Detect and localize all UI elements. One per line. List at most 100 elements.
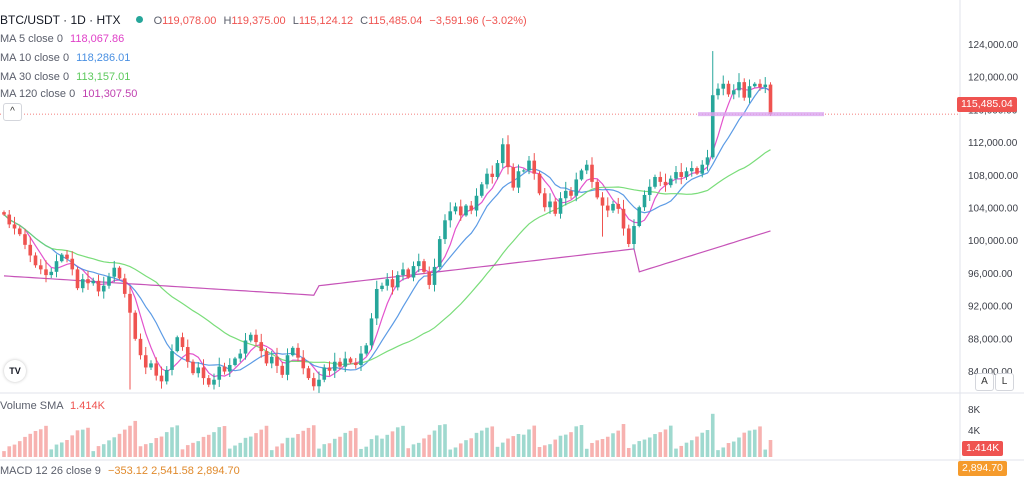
candle-body bbox=[448, 211, 453, 221]
indicator-label: MA 5 close 0 bbox=[0, 33, 63, 45]
volume-bar bbox=[689, 440, 694, 457]
candle-body bbox=[65, 254, 69, 259]
candle-body bbox=[2, 212, 6, 215]
volume-bar bbox=[175, 425, 180, 457]
volume-bar bbox=[122, 429, 127, 457]
volume-bar bbox=[427, 434, 432, 457]
volume-bar bbox=[590, 442, 594, 457]
candle-body bbox=[516, 171, 521, 188]
candle-body bbox=[23, 234, 27, 245]
candle-body bbox=[269, 356, 274, 364]
indicator-ma30[interactable]: MA 30 close 0 113,157.01 bbox=[0, 70, 130, 84]
volume-bar bbox=[479, 430, 484, 457]
volume-sma-tag: 1.414K bbox=[962, 441, 1004, 456]
candle-body bbox=[196, 367, 201, 374]
volume-bar bbox=[248, 436, 253, 457]
indicator-ma10[interactable]: MA 10 close 0 118,286.01 bbox=[0, 51, 130, 65]
close-label: C bbox=[360, 15, 369, 27]
candle-body bbox=[96, 280, 101, 292]
candle-body bbox=[406, 269, 411, 278]
volume-bar bbox=[59, 442, 64, 457]
candle-body bbox=[217, 366, 222, 380]
candle-body bbox=[101, 285, 106, 292]
candle-body bbox=[684, 171, 689, 177]
candle-body bbox=[427, 271, 432, 285]
volume-bar bbox=[653, 434, 657, 457]
candle-body bbox=[668, 178, 673, 186]
candle-body bbox=[343, 358, 348, 367]
volume-bar bbox=[301, 430, 306, 457]
candle-body bbox=[332, 361, 337, 371]
volume-bar bbox=[674, 448, 678, 457]
candle-body bbox=[70, 258, 75, 270]
candle-body bbox=[485, 173, 489, 185]
volume-bar bbox=[332, 438, 337, 457]
candle-body bbox=[301, 357, 306, 369]
close-value: 115,485.04 bbox=[368, 15, 423, 27]
volume-bar bbox=[621, 424, 626, 457]
volume-bar bbox=[374, 435, 379, 457]
candle-body bbox=[212, 379, 216, 385]
candle-body bbox=[679, 172, 684, 177]
auto-scale-button[interactable]: A bbox=[975, 373, 994, 391]
volume-bar bbox=[710, 413, 715, 457]
candle-body bbox=[159, 375, 164, 382]
candle-body bbox=[584, 164, 589, 171]
volume-bar bbox=[527, 429, 531, 457]
volume-bar bbox=[448, 449, 453, 457]
volume-bar bbox=[96, 446, 101, 457]
y-tick-label: 92,000.00 bbox=[968, 302, 1013, 313]
indicator-label: MA 120 close 0 bbox=[0, 88, 76, 100]
volume-bar bbox=[422, 438, 426, 457]
candle-body bbox=[369, 318, 374, 346]
volume-bar bbox=[521, 434, 526, 457]
candle-body bbox=[658, 176, 663, 182]
candle-body bbox=[143, 355, 148, 368]
candle-body bbox=[710, 95, 715, 158]
macd-legend[interactable]: MACD 12 26 close 9 −353.12 2,541.58 2,89… bbox=[0, 464, 240, 478]
y-tick-label: 112,000.00 bbox=[968, 138, 1018, 149]
volume-bar bbox=[306, 427, 311, 457]
candle-body bbox=[33, 255, 38, 266]
candle-body bbox=[49, 271, 54, 276]
collapse-legend-button[interactable]: ^ bbox=[3, 103, 22, 121]
volume-bar bbox=[553, 439, 558, 457]
highlight-bar bbox=[698, 112, 824, 117]
volume-bar bbox=[737, 437, 741, 457]
volume-bar bbox=[721, 447, 726, 457]
y-tick-label: 104,000.00 bbox=[968, 204, 1018, 215]
volume-bar bbox=[196, 441, 201, 457]
volume-bar bbox=[658, 432, 663, 457]
candle-body bbox=[437, 239, 442, 267]
candle-body bbox=[742, 82, 747, 98]
candle-body bbox=[285, 355, 290, 375]
volume-bar bbox=[453, 447, 458, 457]
candle-body bbox=[296, 347, 300, 358]
candle-body bbox=[275, 356, 279, 366]
volume-bar bbox=[584, 448, 589, 457]
candle-body bbox=[737, 82, 741, 91]
volume-bar bbox=[65, 440, 69, 457]
volume-bar bbox=[143, 444, 148, 457]
tradingview-logo[interactable]: TV bbox=[4, 360, 26, 382]
symbol-title[interactable]: BTC/USDT · 1D · HTX bbox=[0, 13, 121, 27]
volume-legend[interactable]: Volume SMA 1.414K bbox=[0, 399, 105, 413]
ma-line-ma5 bbox=[3, 86, 771, 378]
volume-bar bbox=[563, 434, 568, 457]
log-scale-button[interactable]: L bbox=[995, 373, 1014, 391]
volume-bar bbox=[238, 442, 243, 457]
volume-bar bbox=[663, 429, 668, 457]
volume-bar bbox=[579, 425, 584, 457]
indicator-ma5[interactable]: MA 5 close 0 118,067.86 bbox=[0, 32, 124, 46]
volume-bar bbox=[731, 441, 736, 457]
candle-body bbox=[674, 172, 678, 179]
symbol-header: BTC/USDT · 1D · HTX O119,078.00 H119,375… bbox=[0, 13, 527, 28]
volume-bar bbox=[542, 445, 547, 457]
candle-body bbox=[233, 358, 237, 366]
candle-body bbox=[311, 378, 316, 387]
indicator-ma120[interactable]: MA 120 close 0 101,307.50 bbox=[0, 87, 137, 101]
candle-body bbox=[80, 279, 85, 289]
volume-bar bbox=[343, 432, 348, 457]
indicator-value: 118,067.86 bbox=[70, 33, 125, 45]
